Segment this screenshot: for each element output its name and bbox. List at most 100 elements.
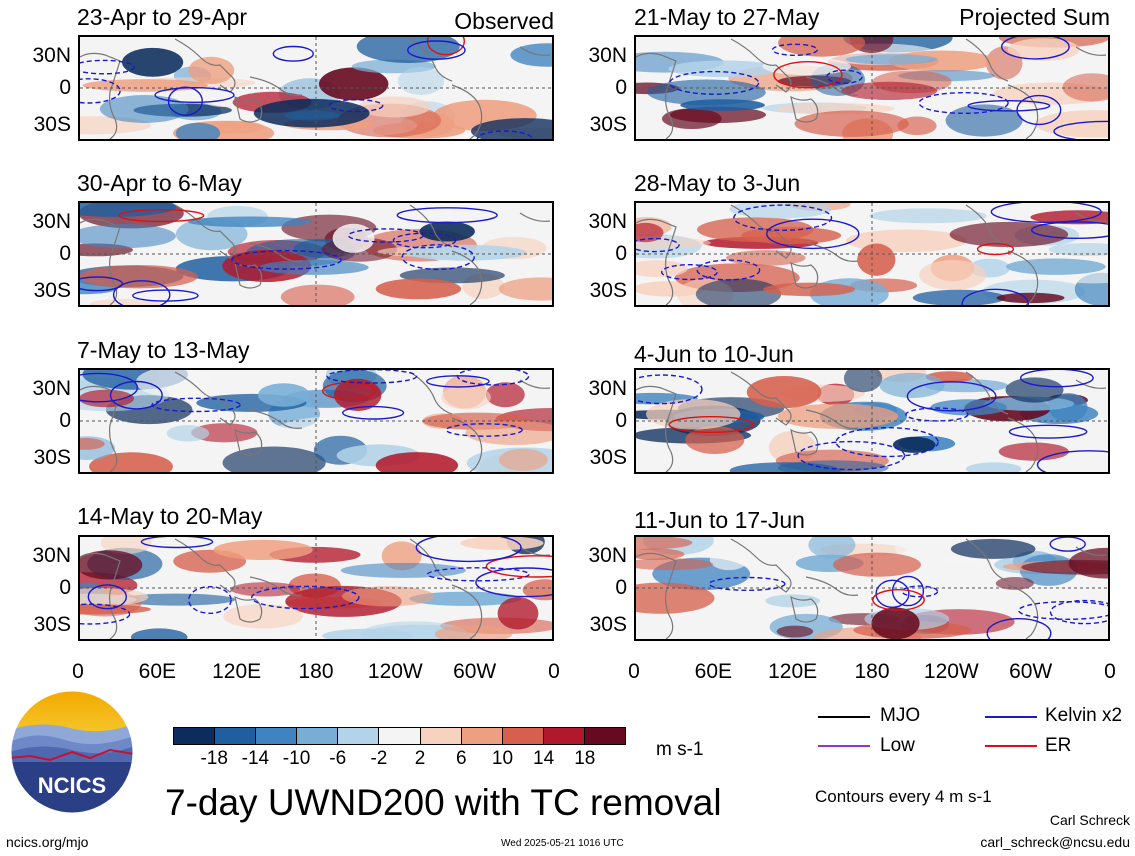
- anomaly-blob: [843, 370, 883, 393]
- anomaly-blob: [647, 79, 766, 106]
- lon-label: 120E: [768, 660, 818, 683]
- contour-line: [1001, 37, 1070, 60]
- lon-label: 120E: [212, 660, 262, 683]
- legend-line-kelvin: [985, 716, 1037, 718]
- map-panel-4: [78, 535, 554, 641]
- contour-line: [905, 407, 969, 422]
- contour-line: [875, 579, 910, 608]
- anomaly-blob: [1055, 605, 1108, 618]
- lat-label: 0: [59, 242, 71, 265]
- coastline: [636, 38, 1107, 139]
- anomaly-blob: [342, 586, 435, 607]
- anomaly-blob: [709, 550, 748, 571]
- lat-label: 30S: [589, 113, 627, 137]
- anomaly-blob: [409, 591, 522, 606]
- lat-label: 30S: [33, 113, 71, 137]
- contour-line: [835, 426, 939, 458]
- coastline: [80, 371, 551, 472]
- contour-line: [396, 207, 498, 224]
- legend-line-mjo: [818, 716, 870, 718]
- contour-line: [80, 78, 121, 104]
- anomaly-blob: [284, 110, 340, 121]
- contour-line: [990, 203, 1102, 223]
- lat-label: 0: [59, 409, 71, 432]
- map-panel-1: [78, 35, 554, 141]
- colorbar: [173, 727, 626, 745]
- colorbar-cell: [297, 728, 339, 744]
- map-panel-8: [634, 535, 1110, 641]
- footer-email[interactable]: carl_schreck@ncsu.edu: [980, 834, 1130, 850]
- anomaly-blob: [80, 203, 177, 217]
- contour-line: [80, 276, 124, 292]
- colorbar-cell: [174, 728, 216, 744]
- anomaly-blob: [460, 222, 552, 239]
- colorbar-tick-label: 6: [455, 748, 467, 769]
- anomaly-blob: [808, 537, 856, 559]
- lat-label: 0: [615, 242, 627, 265]
- anomaly-blob: [471, 118, 552, 139]
- lon-label: 60W: [1009, 660, 1053, 683]
- anomaly-blob: [80, 550, 143, 580]
- contour-line: [342, 405, 405, 420]
- contour-line: [118, 209, 205, 223]
- anomaly-blob: [636, 537, 693, 550]
- contour-line: [347, 228, 425, 243]
- anomaly-blob: [726, 250, 806, 266]
- anomaly-blob: [222, 446, 326, 472]
- contour-line: [771, 43, 818, 57]
- coastline: [80, 204, 551, 305]
- colorbar-unit: m s-1: [656, 739, 704, 760]
- legend-label-low: Low: [880, 735, 915, 756]
- contour-line: [407, 40, 466, 60]
- anomaly-blob: [397, 67, 445, 95]
- anomaly-blob: [996, 292, 1065, 304]
- contour-line: [636, 237, 680, 253]
- anomaly-blob: [998, 442, 1069, 461]
- contour-line: [1020, 370, 1094, 388]
- contour-line: [475, 567, 552, 598]
- legend-line-er: [985, 745, 1037, 747]
- contour-line: [392, 232, 457, 249]
- anomaly-blob: [434, 625, 513, 639]
- lat-label: 30S: [589, 279, 627, 303]
- lat-label: 30S: [589, 613, 627, 637]
- colorbar-cell: [584, 728, 626, 744]
- anomaly-blob: [912, 289, 1006, 305]
- contour-line: [154, 87, 235, 104]
- contour-line: [251, 585, 360, 610]
- colorbar-cell: [502, 728, 544, 744]
- panel-8-title: 11-Jun to 17-Jun: [634, 507, 805, 533]
- colorbar-cell: [215, 728, 257, 744]
- anomaly-blob: [646, 399, 741, 430]
- panel-1-title: 23-Apr to 29-Apr: [77, 4, 248, 30]
- anomaly-blob: [510, 43, 552, 67]
- contour-line: [426, 375, 490, 388]
- anomaly-blob: [892, 436, 936, 453]
- contour-line: [401, 244, 475, 271]
- contour-line: [1036, 450, 1108, 472]
- lat-label: 30N: [32, 544, 71, 568]
- colorbar-cell: [379, 728, 421, 744]
- colorbar-tick-label: -2: [370, 748, 388, 769]
- contour-line: [708, 576, 786, 592]
- anomaly-blob: [1007, 38, 1080, 61]
- legend-label-er: ER: [1045, 735, 1072, 756]
- anomaly-blob: [375, 452, 459, 472]
- contour-line: [87, 584, 127, 610]
- lat-label: 30S: [33, 279, 71, 303]
- anomaly-blob: [80, 588, 149, 607]
- footer-site-link[interactable]: ncics.org/mjo: [6, 834, 89, 850]
- coastline: [80, 538, 551, 639]
- contour-line: [797, 440, 906, 471]
- main-title: 7-day UWND200 with TC removal: [165, 782, 722, 823]
- lat-label: 30N: [588, 44, 627, 68]
- contour-line: [1018, 601, 1108, 620]
- anomaly-blob: [485, 382, 525, 408]
- anomaly-blob: [949, 221, 1069, 248]
- anomaly-blob: [80, 389, 134, 408]
- anomaly-blob: [441, 385, 491, 410]
- contour-line: [109, 380, 163, 410]
- contour-line: [773, 61, 843, 89]
- contour-line: [733, 204, 833, 232]
- anomaly-blob: [945, 104, 1023, 137]
